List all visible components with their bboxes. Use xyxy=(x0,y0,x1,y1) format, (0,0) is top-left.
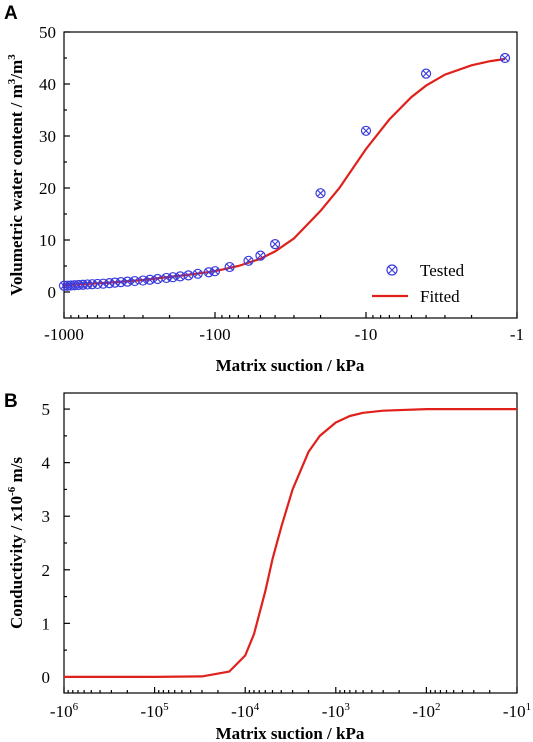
tested-point xyxy=(122,276,133,287)
legend-tested-symbol xyxy=(386,264,398,276)
tested-point xyxy=(224,261,235,273)
tested-point xyxy=(315,188,326,199)
panel-b-x-axis-title: Matrix suction / kPa xyxy=(216,724,365,742)
panel-b-y-tick-label: 2 xyxy=(42,561,51,580)
tested-point xyxy=(269,239,281,250)
panel-a-x-tick-label: -1 xyxy=(510,325,524,344)
panel-a-legend: Tested Fitted xyxy=(372,261,465,306)
panel-a-x-tick-label: -1000 xyxy=(44,325,84,344)
panel-a-ylabel-main: Volumetric water content / m xyxy=(7,84,26,296)
panel-b-y-axis-title: Conductivity / x10-6 m/s xyxy=(6,457,26,629)
tested-point xyxy=(209,266,221,277)
panel-a-y-tick-label: 20 xyxy=(39,179,56,198)
panel-b-x-tick-label: -106 xyxy=(50,701,79,721)
panel-a-y-tick-label: 0 xyxy=(48,283,57,302)
panel-a-letter: A xyxy=(4,3,18,24)
panel-b-x-tick-label: -102 xyxy=(412,701,440,721)
tested-point xyxy=(175,271,186,282)
tested-point xyxy=(243,255,254,266)
panel-b-y-tick-label: 3 xyxy=(42,507,51,526)
panel-a-plot-frame xyxy=(63,31,518,319)
panel-a-x-tick-label: -100 xyxy=(199,325,230,344)
tested-point xyxy=(183,270,194,281)
panel-b-x-tick-label: -105 xyxy=(141,701,170,721)
legend-tested-label: Tested xyxy=(420,261,465,280)
tested-point xyxy=(167,272,179,283)
tested-point xyxy=(129,275,140,287)
legend-tested-marker xyxy=(386,264,398,276)
tested-point xyxy=(360,125,372,136)
panel-a-y-tick-label: 30 xyxy=(39,127,56,146)
panel-a-ylabel-mid: /m xyxy=(7,60,26,80)
panel-b-letter: B xyxy=(4,391,18,412)
panel-a-series xyxy=(58,52,511,291)
panel-b-y-tick-label: 4 xyxy=(42,454,51,473)
legend-fitted-label: Fitted xyxy=(420,287,460,306)
tested-point xyxy=(144,274,155,285)
panel-a-y-axis-title: Volumetric water content / m3/m3 xyxy=(6,54,26,296)
panel-a-y-tick-label: 40 xyxy=(39,75,56,94)
panel-a-y-tick-label: 50 xyxy=(39,23,56,42)
tested-point xyxy=(499,52,511,64)
panel-b-series xyxy=(64,408,517,678)
panel-a-ylabel-sup2: 3 xyxy=(6,54,18,60)
panel-b-x-tick-label: -101 xyxy=(503,701,531,721)
panel-b-ylabel-end: m/s xyxy=(7,457,26,487)
panel-b-y-tick-label: 5 xyxy=(42,400,51,419)
panel-b-x-tick-label: -104 xyxy=(231,701,260,721)
panel-b-x-axis: -106 -105 -104 -103 -102 -101 xyxy=(50,687,531,721)
tested-point xyxy=(58,280,70,291)
panel-b-ylabel-sup: -6 xyxy=(6,486,18,496)
panel-a-ylabel-sup1: 3 xyxy=(6,78,18,84)
panel-a-x-tick-label: -10 xyxy=(355,325,378,344)
panel-a: A 0 10 20 30 40 50 -1000 -100 -10 -1 Matrix suct… xyxy=(4,3,524,375)
conductivity-curve xyxy=(64,408,517,678)
panel-a-x-axis: -1000 -100 -10 -1 xyxy=(44,312,524,344)
panel-b-plot-frame xyxy=(63,392,518,694)
panel-a-x-axis-title: Matrix suction / kPa xyxy=(216,356,365,375)
panel-b-y-axis: 0 1 2 3 4 5 xyxy=(42,400,70,687)
tested-point xyxy=(420,68,432,79)
panel-a-y-tick-label: 10 xyxy=(39,231,56,250)
panel-b-x-tick-label: -103 xyxy=(322,701,351,721)
tested-point xyxy=(192,268,203,279)
fitted-curve xyxy=(63,57,506,287)
panel-b-y-tick-label: 1 xyxy=(42,614,51,633)
panel-b-ylabel-main: Conductivity / x10 xyxy=(7,496,26,629)
panel-b-y-tick-label: 0 xyxy=(42,668,51,687)
panel-b: B 0 1 2 3 4 5 -106 -105 -104 -103 -102 -101 Matrix… xyxy=(4,391,531,742)
tested-point xyxy=(255,250,266,261)
panel-a-y-axis: 0 10 20 30 40 50 xyxy=(39,23,70,302)
